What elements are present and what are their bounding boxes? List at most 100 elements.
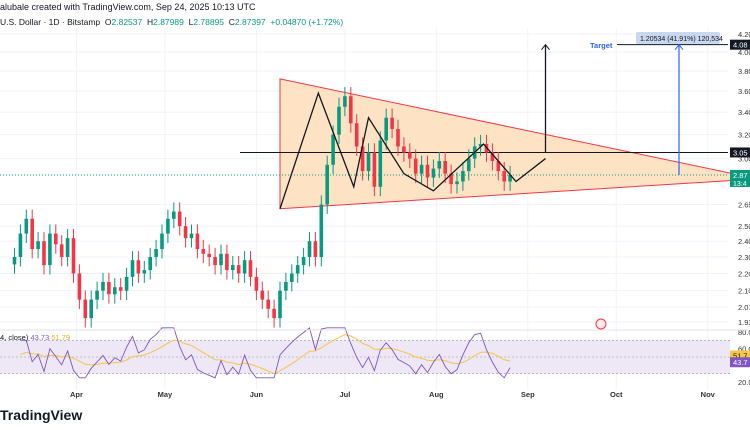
candle — [160, 233, 164, 250]
rsi-line — [20, 327, 511, 379]
candle — [89, 299, 93, 319]
candle — [419, 164, 424, 174]
rsi-value-box-bg — [730, 357, 750, 368]
candle — [402, 146, 406, 153]
candle — [319, 204, 324, 257]
rsi-ma-box: 51.7 — [733, 352, 748, 361]
candle — [349, 96, 353, 124]
candle — [77, 273, 82, 300]
open: 2.82537 — [111, 17, 143, 27]
candle — [177, 211, 182, 227]
y-tick-label: 2.10 — [738, 287, 750, 296]
candle — [118, 287, 123, 291]
candle — [242, 260, 247, 274]
last-price-bg — [730, 169, 750, 187]
measure-label: 1.20534 (41.91%) 120,534 — [640, 36, 723, 43]
arrow-head-icon — [541, 43, 550, 50]
x-tick-label: May — [158, 390, 173, 399]
candle — [290, 273, 294, 282]
candle — [95, 290, 99, 300]
x-tick-label: Aug — [429, 390, 444, 399]
x-tick-label: Sep — [521, 390, 535, 399]
candle — [413, 158, 418, 174]
target-price-label-bg — [730, 39, 750, 50]
zigzag-line — [279, 91, 546, 209]
measure-arrow-head-icon — [674, 43, 684, 50]
candle — [48, 233, 52, 266]
candle — [154, 249, 158, 257]
candle — [366, 152, 371, 172]
candle — [325, 164, 329, 205]
candle — [148, 256, 152, 271]
candle — [490, 152, 495, 162]
candle — [455, 181, 459, 185]
event-flag-icon — [595, 318, 607, 330]
c-label: C — [228, 17, 235, 27]
candle — [390, 117, 394, 129]
candle — [443, 161, 447, 174]
candle — [337, 106, 341, 135]
high: 2.87989 — [153, 17, 184, 27]
o-label: O — [104, 17, 112, 27]
candle — [65, 238, 70, 257]
candle — [301, 256, 306, 266]
rsi-tick-label: 60.00 — [738, 345, 750, 354]
candle — [431, 168, 436, 178]
candle — [343, 96, 347, 107]
y-tick-label: 3.00 — [738, 155, 750, 164]
candle — [54, 233, 58, 245]
candle — [478, 144, 483, 147]
candle — [378, 140, 383, 187]
target-label: Target — [590, 41, 613, 50]
countdown-label: 13:4 — [733, 181, 747, 188]
x-tick-label: Nov — [701, 390, 716, 399]
breakout-price-label-bg — [730, 147, 750, 158]
candle — [236, 265, 241, 274]
target-price-label: 4.08 — [733, 41, 748, 50]
candle — [384, 117, 388, 141]
rsi-value: 43.73 — [30, 333, 50, 342]
candle — [313, 241, 318, 257]
candle — [142, 270, 147, 274]
candle — [461, 171, 465, 182]
rsi-label: 4, close) — [0, 333, 29, 342]
candle — [278, 290, 282, 319]
symbol: U.S. Dollar · 1D · Bitstamp — [0, 17, 101, 27]
candle — [360, 146, 365, 172]
candle — [42, 241, 46, 266]
candle — [201, 249, 206, 254]
tradingview-logo: TradingView — [0, 407, 83, 423]
low: 2.78895 — [193, 17, 225, 27]
candle — [166, 218, 170, 234]
candle — [24, 218, 29, 234]
candle — [124, 276, 129, 291]
candle — [136, 260, 141, 274]
rsi-ma-line — [20, 334, 511, 375]
rsi-tick-label: 80.00 — [738, 328, 750, 337]
y-tick-label: 4.00 — [738, 48, 750, 57]
candle — [508, 174, 512, 182]
x-tick-label: Jul — [339, 390, 350, 399]
candle — [71, 238, 76, 274]
candle — [354, 123, 359, 147]
candle — [272, 308, 276, 319]
candle — [107, 281, 111, 295]
l-label: L — [188, 17, 194, 27]
candle — [183, 226, 188, 239]
x-tick-label: Apr — [70, 390, 83, 399]
y-tick-label: 2.65 — [738, 201, 750, 210]
rsi-ma-value: 51.79 — [51, 333, 71, 342]
candle — [172, 211, 176, 219]
y-tick-label: 3.40 — [738, 108, 750, 117]
created-by: alubale created with TradingView.com, Se… — [0, 2, 256, 12]
candle — [502, 171, 506, 182]
candle — [372, 152, 377, 187]
candle — [207, 253, 211, 257]
candle — [12, 256, 17, 265]
x-tick-label: Oct — [610, 390, 623, 399]
y-tick-label: 4.20 — [738, 30, 750, 39]
y-tick-label: 1.93 — [738, 318, 750, 327]
candle — [59, 244, 64, 257]
candle — [189, 233, 194, 239]
